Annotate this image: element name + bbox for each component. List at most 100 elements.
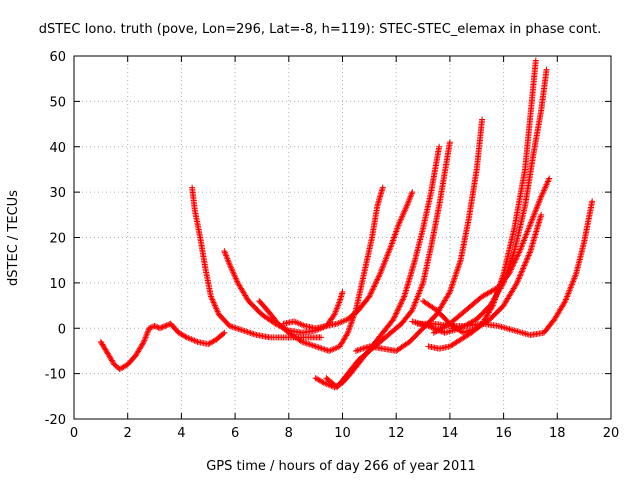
data-point	[589, 198, 596, 205]
data-point	[373, 279, 380, 286]
data-point	[392, 311, 399, 318]
data-point	[428, 324, 435, 331]
data-point	[234, 325, 241, 332]
data-point	[232, 324, 239, 331]
data-point	[446, 139, 453, 146]
data-point	[454, 266, 461, 273]
axis-ticks: 0 2 4 6 8 10 12 14 16 18 20 -20 -10 0 10 20 30 40 50 60	[45, 50, 620, 441]
data-point	[538, 211, 545, 218]
data-point	[226, 322, 233, 329]
data-point	[512, 256, 519, 263]
data-point	[520, 263, 527, 270]
data-point	[449, 279, 456, 286]
data-point	[240, 327, 247, 334]
x-tick-label: 18	[549, 426, 566, 441]
y-tick-label: 20	[49, 232, 66, 247]
x-tick-label: 0	[70, 426, 78, 441]
x-tick-label: 8	[285, 426, 293, 441]
data-point	[373, 277, 380, 284]
y-tick-label: 40	[49, 141, 66, 156]
data-point	[513, 255, 520, 262]
data-point	[561, 299, 568, 306]
data-point	[344, 331, 351, 338]
data-point	[513, 281, 520, 288]
data-point	[246, 329, 253, 336]
series-arc7	[323, 139, 453, 391]
data-point	[318, 345, 325, 352]
data-point	[302, 339, 309, 346]
x-tick-label: 6	[231, 426, 239, 441]
data-point	[159, 324, 166, 331]
data-point	[244, 329, 251, 336]
data-point	[394, 307, 401, 314]
data-point	[367, 292, 374, 299]
data-point	[456, 261, 463, 268]
data-point	[522, 259, 529, 266]
data-point	[452, 272, 459, 279]
chart-title: dSTEC Iono. truth (pove, Lon=296, Lat=-8…	[39, 22, 602, 37]
data-point	[464, 328, 471, 335]
data-point	[517, 271, 524, 278]
data-point	[449, 281, 456, 288]
x-tick-label: 16	[495, 426, 512, 441]
data-point	[521, 262, 528, 269]
data-point	[525, 253, 532, 260]
data-point	[452, 273, 459, 280]
data-point	[453, 270, 460, 277]
data-point	[526, 249, 533, 256]
data-point	[366, 293, 373, 300]
data-point	[308, 341, 315, 348]
data-point	[525, 252, 532, 259]
data-point	[317, 344, 324, 351]
data-point	[509, 263, 516, 270]
data-point	[396, 303, 403, 310]
data-point	[489, 303, 496, 310]
data-point	[455, 264, 462, 271]
data-point	[375, 273, 382, 280]
data-point	[395, 304, 402, 311]
data-point	[300, 339, 307, 346]
data-point	[367, 290, 374, 297]
data-point	[309, 342, 316, 349]
data-point	[358, 345, 365, 352]
data-point	[466, 327, 473, 334]
series-arc6	[312, 143, 443, 391]
data-point	[154, 324, 161, 331]
data-point	[146, 325, 153, 332]
series-arc5	[280, 189, 416, 332]
y-tick-label: 10	[49, 277, 66, 292]
y-axis-label: dSTEC / TECUs	[6, 190, 21, 286]
data-point	[546, 175, 553, 182]
data-point	[311, 342, 318, 349]
data-point	[461, 329, 468, 336]
data-point	[241, 328, 248, 335]
data-point	[520, 265, 527, 272]
data-point	[463, 328, 470, 335]
data-point	[450, 278, 457, 285]
data-point	[182, 333, 189, 340]
data-point	[237, 326, 244, 333]
data-point	[514, 278, 521, 285]
data-point	[247, 330, 254, 337]
data-point	[409, 189, 416, 196]
data-point	[361, 344, 368, 351]
data-point	[400, 294, 407, 301]
data-point	[243, 328, 250, 335]
data-point	[315, 344, 322, 351]
data-point	[391, 314, 398, 321]
data-point	[509, 262, 516, 269]
data-point	[523, 258, 530, 265]
x-tick-label: 20	[603, 426, 620, 441]
data-point	[228, 323, 235, 330]
data-point	[368, 289, 375, 296]
data-point	[339, 288, 346, 295]
data-point	[450, 276, 457, 283]
data-point	[457, 258, 464, 265]
data-point	[397, 301, 404, 308]
series-arc12	[420, 211, 545, 336]
data-point	[399, 297, 406, 304]
data-point	[543, 66, 550, 73]
x-tick-label: 2	[124, 426, 132, 441]
y-tick-label: 50	[49, 95, 66, 110]
data-point	[523, 256, 530, 263]
